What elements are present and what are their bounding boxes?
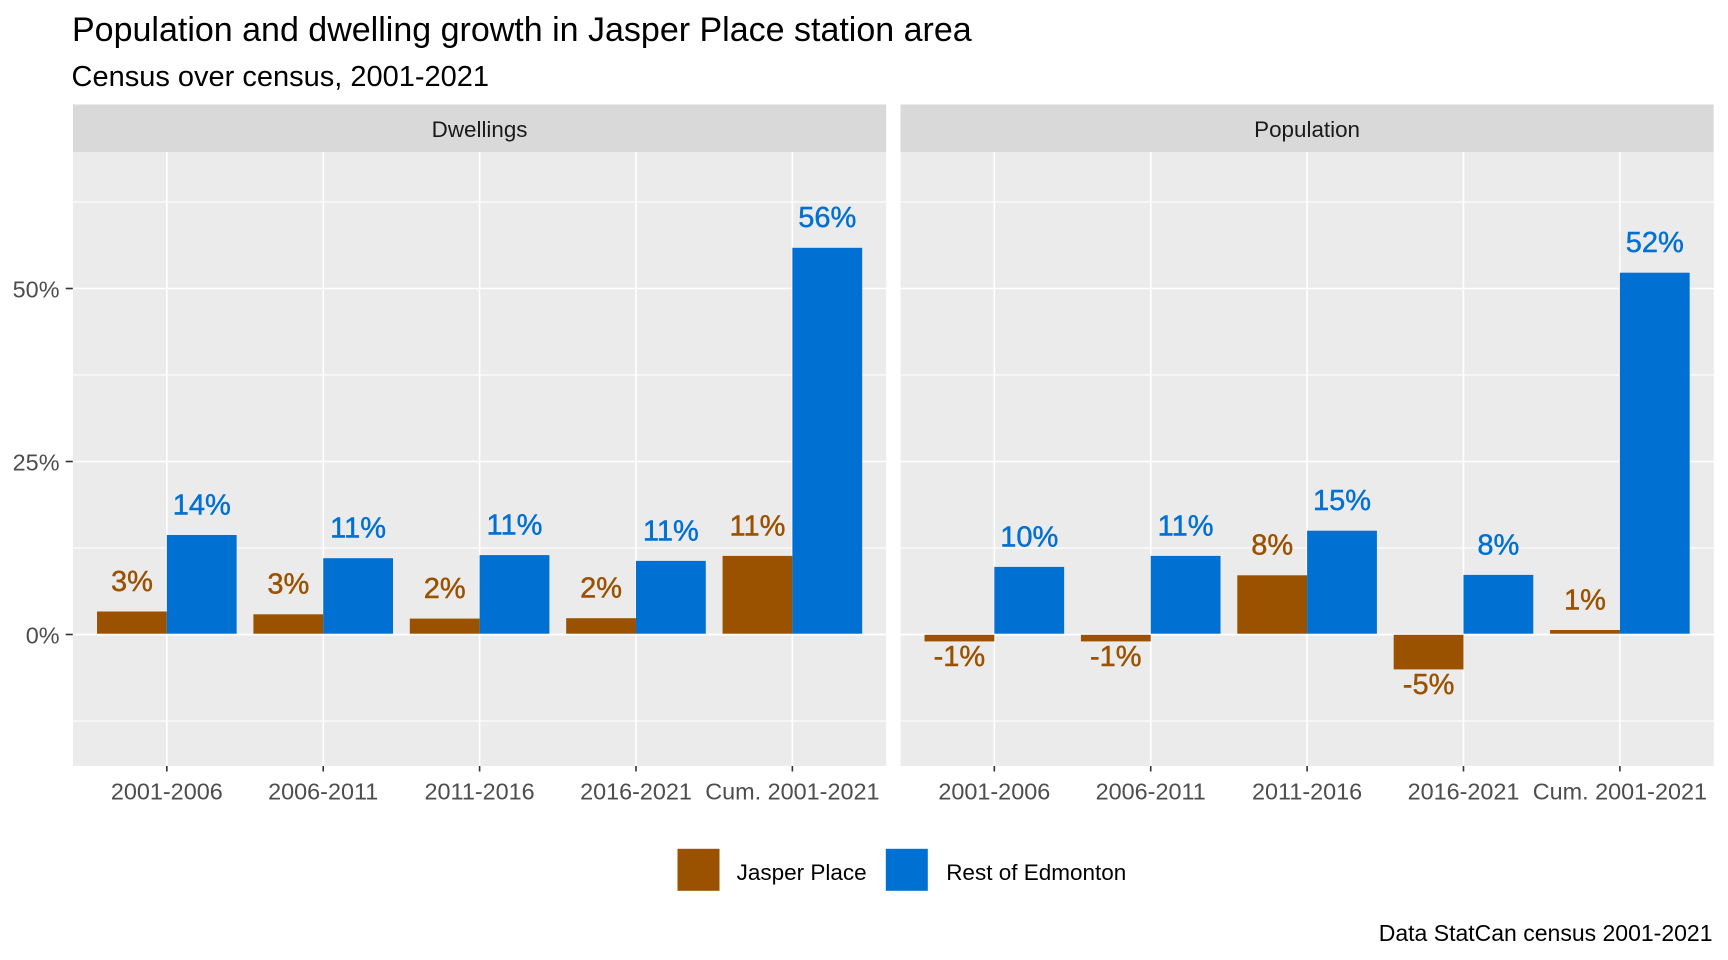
svg-text:-1%: -1%	[934, 641, 986, 673]
svg-text:Population and dwelling growth: Population and dwelling growth in Jasper…	[72, 11, 972, 49]
svg-text:2006-2011: 2006-2011	[268, 779, 378, 805]
svg-text:10%: 10%	[1000, 521, 1058, 553]
svg-text:Population: Population	[1254, 117, 1360, 142]
svg-text:0%: 0%	[26, 623, 60, 649]
svg-text:Cum. 2001-2021: Cum. 2001-2021	[1533, 779, 1707, 805]
svg-text:2001-2006: 2001-2006	[111, 779, 223, 805]
svg-text:50%: 50%	[13, 277, 60, 303]
svg-text:2011-2016: 2011-2016	[1252, 779, 1362, 805]
svg-text:Jasper Place: Jasper Place	[737, 860, 867, 885]
svg-text:2016-2021: 2016-2021	[1408, 779, 1520, 805]
svg-text:Dwellings: Dwellings	[432, 117, 528, 142]
svg-text:Data StatCan census 2001-2021: Data StatCan census 2001-2021	[1379, 920, 1713, 946]
svg-text:52%: 52%	[1626, 227, 1684, 259]
svg-text:25%: 25%	[13, 450, 60, 476]
svg-text:11%: 11%	[1158, 510, 1214, 542]
svg-text:11%: 11%	[330, 513, 386, 545]
svg-text:8%: 8%	[1477, 529, 1519, 561]
svg-text:56%: 56%	[798, 202, 856, 234]
svg-text:11%: 11%	[487, 510, 543, 542]
svg-text:1%: 1%	[1564, 584, 1606, 616]
svg-text:11%: 11%	[730, 510, 786, 542]
svg-text:2006-2011: 2006-2011	[1096, 779, 1206, 805]
svg-text:15%: 15%	[1313, 485, 1371, 517]
svg-text:-5%: -5%	[1403, 669, 1455, 701]
svg-text:Census over census, 2001-2021: Census over census, 2001-2021	[72, 61, 490, 93]
svg-text:2%: 2%	[580, 573, 622, 605]
svg-text:2001-2006: 2001-2006	[938, 779, 1050, 805]
svg-text:2%: 2%	[424, 573, 466, 605]
svg-text:3%: 3%	[267, 569, 309, 601]
svg-text:14%: 14%	[173, 489, 231, 521]
svg-text:Cum. 2001-2021: Cum. 2001-2021	[705, 779, 879, 805]
svg-text:2011-2016: 2011-2016	[425, 779, 535, 805]
svg-text:-1%: -1%	[1090, 641, 1142, 673]
svg-text:11%: 11%	[643, 515, 699, 547]
svg-text:2016-2021: 2016-2021	[580, 779, 692, 805]
svg-text:8%: 8%	[1251, 530, 1293, 562]
svg-text:Rest of Edmonton: Rest of Edmonton	[946, 860, 1126, 885]
svg-text:3%: 3%	[111, 566, 153, 598]
